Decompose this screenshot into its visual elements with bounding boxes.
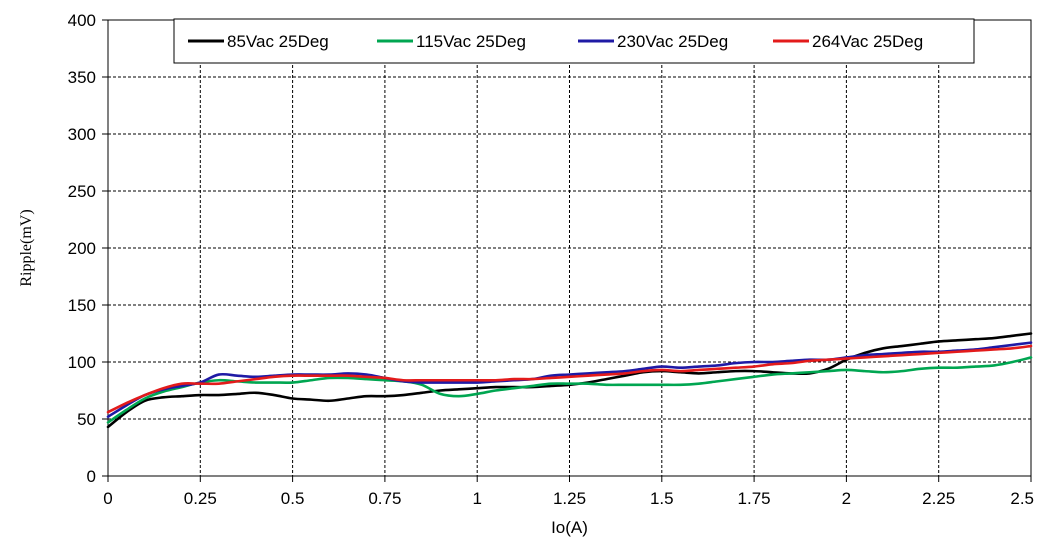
x-tick-label: 0.5 (281, 489, 305, 508)
y-tick-label: 200 (68, 239, 96, 258)
y-tick-label: 350 (68, 68, 96, 87)
y-axis-title: Ripple(mV) (18, 209, 35, 286)
legend-label-2: 115Vac 25Deg (416, 32, 526, 51)
x-axis-ticks: 0 0.25 0.5 0.75 1 1.25 1.5 1.75 2 2.25 2.5 (103, 476, 1034, 508)
x-tick-label: 0.25 (184, 489, 217, 508)
legend-label-1: 85Vac 25Deg (227, 32, 329, 51)
series-line-4 (106, 344, 1033, 414)
series-lines (106, 332, 1033, 429)
x-tick-label: 2.25 (922, 489, 955, 508)
x-tick-label: 1 (472, 489, 481, 508)
legend: 85Vac 25Deg 115Vac 25Deg 230Vac 25Deg 264Va… (173, 18, 975, 64)
x-tick-label: 2 (842, 489, 851, 508)
series-line-3 (106, 341, 1033, 419)
y-tick-label: 50 (77, 410, 96, 429)
x-axis-title: Io(A) (551, 518, 588, 537)
y-tick-label: 400 (68, 11, 96, 30)
y-tick-label: 150 (68, 296, 96, 315)
x-tick-label: 1.25 (553, 489, 586, 508)
y-tick-label: 100 (68, 353, 96, 372)
x-tick-label: 1.75 (738, 489, 771, 508)
x-tick-label: 2.5 (1010, 489, 1034, 508)
series-line-2 (106, 356, 1033, 424)
x-tick-label: 1.5 (650, 489, 674, 508)
x-tick-label: 0 (103, 489, 112, 508)
legend-box (173, 18, 975, 64)
grid (108, 20, 1031, 476)
y-tick-label: 250 (68, 182, 96, 201)
legend-label-3: 230Vac 25Deg (617, 32, 728, 51)
y-tick-label: 0 (87, 467, 96, 486)
legend-label-4: 264Vac 25Deg (812, 32, 923, 51)
x-tick-label: 0.75 (368, 489, 401, 508)
y-tick-label: 300 (68, 125, 96, 144)
y-axis-ticks: 0 50 100 150 200 250 300 350 400 (68, 11, 108, 486)
